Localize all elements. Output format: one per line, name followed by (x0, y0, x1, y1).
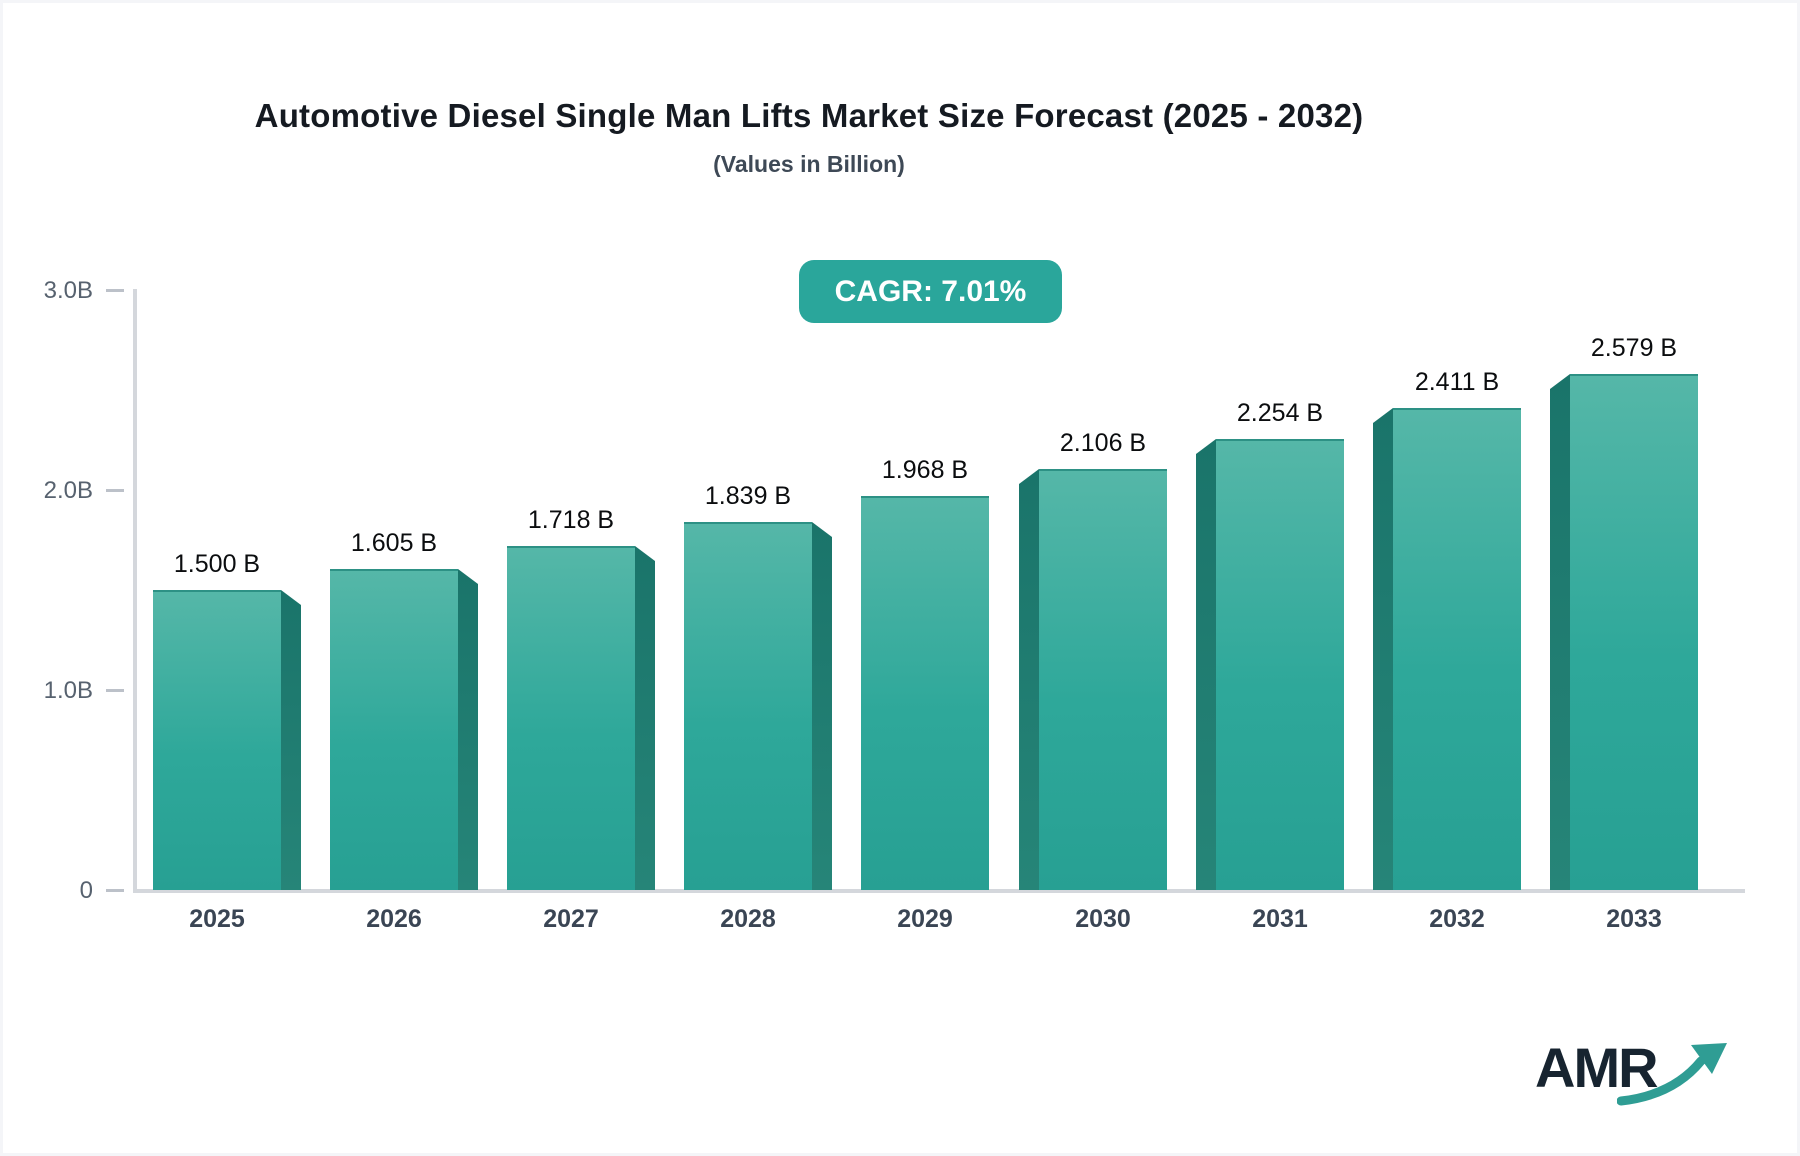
x-axis-label-2028: 2028 (720, 905, 776, 933)
bar-value-label: 1.718 B (527, 506, 615, 534)
bar-value-label: 1.839 B (704, 482, 792, 510)
bar-value-label: 2.411 B (1414, 368, 1500, 396)
bar-side-panel (1196, 439, 1216, 890)
bar-side-panel (281, 590, 301, 890)
x-axis-label-2025: 2025 (189, 905, 245, 933)
y-tick-label: 0 (79, 877, 93, 904)
y-axis-line (133, 289, 137, 893)
x-axis-label-2031: 2031 (1252, 905, 1308, 933)
bar-2030 (1039, 469, 1167, 890)
cagr-badge-label: CAGR: 7.01% (834, 274, 1027, 308)
x-axis-label-2029: 2029 (897, 905, 953, 933)
bar-2027 (507, 546, 635, 890)
chart-subtitle: (Values in Billion) (713, 151, 905, 177)
y-tick-label: 3.0B (43, 277, 93, 304)
bar-2032 (1393, 408, 1521, 890)
growth-arrow-icon (1617, 1043, 1727, 1106)
y-tick-mark (106, 889, 124, 892)
bar-value-label: 1.968 B (881, 456, 969, 484)
y-tick-label: 2.0B (43, 477, 93, 504)
y-tick-mark (106, 289, 124, 292)
x-axis-label-2032: 2032 (1429, 905, 1485, 933)
bar-2031 (1216, 439, 1344, 890)
bar-2025 (153, 590, 281, 890)
bar-2033 (1570, 374, 1698, 890)
x-axis-label-2026: 2026 (366, 905, 422, 933)
bar-side-panel (458, 569, 478, 890)
chart-title: Automotive Diesel Single Man Lifts Marke… (254, 97, 1364, 134)
bar-value-label: 2.254 B (1236, 399, 1324, 427)
bar-side-panel (1550, 374, 1570, 890)
bar-side-panel (1019, 469, 1039, 890)
amr-logo-text: AMR (1535, 1036, 1659, 1099)
y-tick-label: 1.0B (43, 677, 93, 704)
y-tick-mark (106, 689, 124, 692)
x-axis-label-2027: 2027 (543, 905, 599, 933)
bar-value-label: 1.605 B (350, 529, 438, 557)
x-axis-label-2033: 2033 (1606, 905, 1662, 933)
bar-value-label: 2.106 B (1059, 429, 1147, 457)
cagr-badge: CAGR: 7.01% (799, 260, 1062, 323)
y-tick-mark (106, 489, 124, 492)
amr-logo: AMR (1535, 1037, 1755, 1117)
bar-value-label: 1.500 B (173, 550, 261, 578)
x-axis-label-2030: 2030 (1075, 905, 1131, 933)
bar-2026 (330, 569, 458, 890)
bar-2028 (684, 522, 812, 890)
bar-side-panel (812, 522, 832, 890)
bar-side-panel (635, 546, 655, 890)
x-axis-line (133, 889, 1745, 893)
bar-2029 (861, 496, 989, 890)
bar-side-panel (1373, 408, 1393, 890)
bar-value-label: 2.579 B (1590, 334, 1678, 362)
